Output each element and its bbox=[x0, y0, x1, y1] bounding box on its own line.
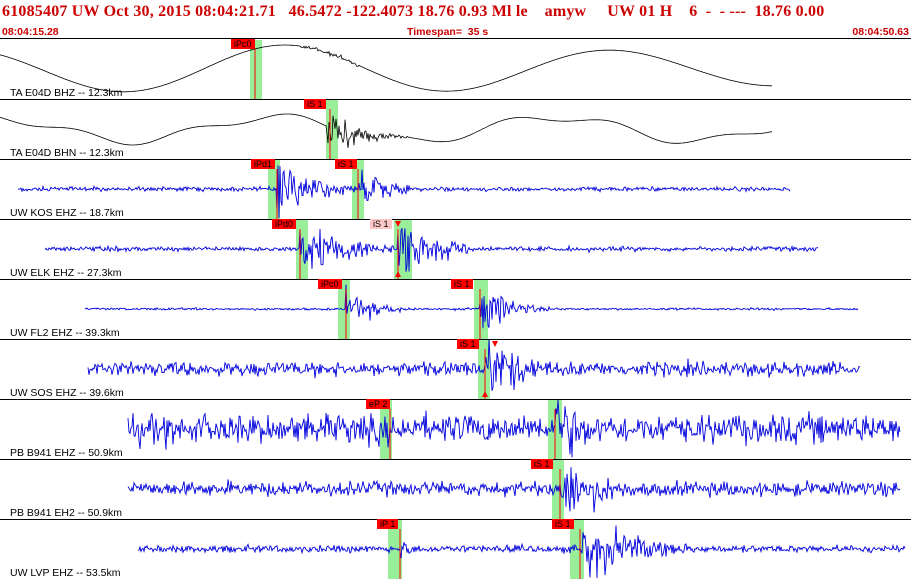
pick-window bbox=[388, 520, 402, 579]
trace-label: UW SOS EHZ -- 39.6km bbox=[10, 387, 124, 399]
pick-flag[interactable]: iS 1 bbox=[370, 219, 392, 229]
waveform-trace bbox=[137, 525, 906, 579]
trace-label: PB B941 EHZ -- 50.9km bbox=[10, 447, 123, 459]
end-time: 08:04:50.63 bbox=[852, 26, 909, 38]
pick-flag[interactable]: iPd0 bbox=[272, 219, 297, 229]
event-title: 61085407 UW Oct 30, 2015 08:04:21.71 46.… bbox=[2, 3, 825, 20]
pick-window bbox=[552, 460, 564, 519]
waveform-trace bbox=[127, 467, 901, 513]
waveform-trace bbox=[17, 165, 791, 219]
pick-flag[interactable]: iS 1 bbox=[451, 279, 473, 289]
pick-flag[interactable]: iPd1 bbox=[251, 159, 276, 169]
pick-triangle-icon bbox=[482, 391, 488, 397]
pick-flag[interactable]: iS 1 bbox=[552, 519, 574, 529]
start-time: 08:04:15.28 bbox=[2, 26, 59, 38]
pick-triangle-icon bbox=[395, 221, 401, 227]
pick-window bbox=[296, 220, 308, 279]
trace-label: UW LVP EHZ -- 53.5km bbox=[10, 567, 121, 579]
trace-label: PB B941 EH2 -- 50.9km bbox=[10, 507, 123, 519]
pick-flag[interactable]: iPc0 bbox=[318, 279, 342, 289]
trace-label: TA E04D BHN -- 12.3km bbox=[10, 147, 124, 159]
pick-flag[interactable]: iS 1 bbox=[335, 159, 357, 169]
trace-label: UW FL2 EHZ -- 39.3km bbox=[10, 327, 120, 339]
waveform-trace bbox=[87, 339, 861, 391]
pick-flag[interactable]: eP 2 bbox=[366, 399, 391, 409]
event-header: 61085407 UW Oct 30, 2015 08:04:21.71 46.… bbox=[0, 0, 911, 38]
pick-flag[interactable]: iS 1 bbox=[531, 459, 553, 469]
pick-flag[interactable]: iS 1 bbox=[457, 339, 479, 349]
pick-window bbox=[250, 40, 262, 99]
pick-triangle-icon bbox=[395, 271, 401, 277]
header-divider bbox=[0, 38, 911, 39]
pick-flag[interactable]: iS 1 bbox=[304, 99, 326, 109]
waveform-trace bbox=[84, 284, 859, 329]
trace-label: TA E04D BHZ -- 12.3km bbox=[10, 87, 123, 99]
waveform-trace bbox=[0, 44, 772, 93]
waveform-trace bbox=[0, 113, 773, 148]
waveform-canvas bbox=[0, 40, 911, 579]
trace-label: UW ELK EHZ -- 27.3km bbox=[10, 267, 122, 279]
pick-flag[interactable]: iP 1 bbox=[377, 519, 399, 529]
waveform-trace bbox=[44, 228, 819, 272]
trace-panel[interactable]: iPc0 TA E04D BHZ -- 12.3km iS 1 TA E04D BHN… bbox=[0, 39, 911, 580]
pick-flag[interactable]: iPc0 bbox=[231, 39, 255, 49]
pick-triangle-icon bbox=[492, 341, 498, 347]
timespan-label: Timespan= 35 s bbox=[407, 26, 489, 38]
waveform-trace bbox=[127, 399, 901, 458]
trace-label: UW KOS EHZ -- 18.7km bbox=[10, 207, 124, 219]
